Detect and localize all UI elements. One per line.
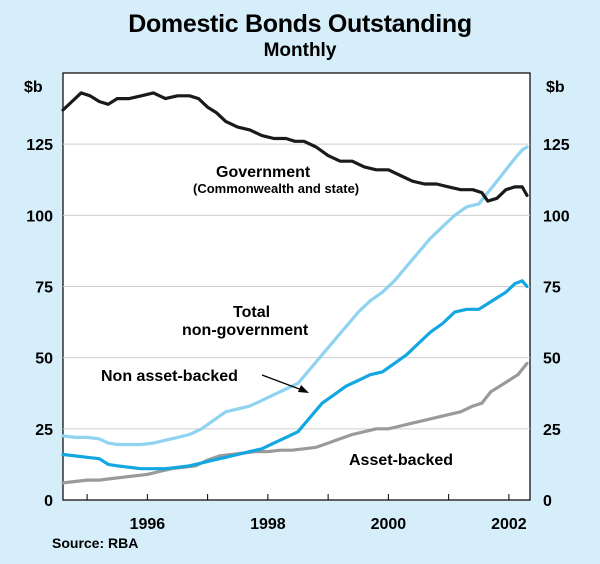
chart-title: Domestic Bonds Outstanding bbox=[128, 10, 472, 38]
x-tick-2002: 2002 bbox=[491, 516, 527, 533]
series-line-government-commonwealth-and-state bbox=[61, 91, 529, 203]
x-tick-1996: 1996 bbox=[130, 516, 166, 533]
label-government: Government bbox=[216, 164, 311, 181]
x-tick-1998: 1998 bbox=[250, 516, 286, 533]
y-tick-left-100: 100 bbox=[26, 208, 53, 225]
y-tick-left-50: 50 bbox=[35, 351, 53, 368]
x-tick-2000: 2000 bbox=[371, 516, 407, 533]
y-tick-right-75: 75 bbox=[543, 280, 561, 297]
callout-arrow bbox=[261, 374, 309, 393]
series-line-total-non-government bbox=[61, 145, 529, 447]
label-government-sub: (Commonwealth and state) bbox=[193, 181, 359, 196]
gridlines bbox=[63, 143, 530, 430]
series-line-asset-backed bbox=[61, 361, 529, 485]
y-unit-left: $b bbox=[24, 79, 43, 96]
y-tick-left-0: 0 bbox=[44, 493, 53, 510]
series-line-non-asset-backed bbox=[61, 279, 529, 471]
y-tick-right-0: 0 bbox=[543, 493, 552, 510]
y-tick-right-50: 50 bbox=[543, 351, 561, 368]
y-tick-left-125: 125 bbox=[26, 137, 53, 154]
label-non-asset-backed: Non asset-backed bbox=[101, 368, 238, 385]
y-tick-right-125: 125 bbox=[543, 137, 570, 154]
source-note: Source: RBA bbox=[52, 535, 139, 551]
label-non-government: non-government bbox=[182, 322, 309, 339]
y-tick-right-100: 100 bbox=[543, 208, 570, 225]
label-total: Total bbox=[233, 304, 270, 321]
label-asset-backed: Asset-backed bbox=[349, 452, 453, 469]
y-tick-right-25: 25 bbox=[543, 422, 561, 439]
y-tick-left-25: 25 bbox=[35, 422, 53, 439]
x-axis: 1996 1998 2000 2002 bbox=[86, 494, 527, 533]
series-layer bbox=[61, 91, 529, 485]
y-unit-right: $b bbox=[546, 79, 565, 96]
y-axis-left: 0 25 50 75 100 125 bbox=[26, 137, 53, 510]
y-axis-right: 0 25 50 75 100 125 bbox=[543, 137, 570, 510]
chart-subtitle: Monthly bbox=[263, 40, 337, 61]
y-tick-left-75: 75 bbox=[35, 280, 53, 297]
